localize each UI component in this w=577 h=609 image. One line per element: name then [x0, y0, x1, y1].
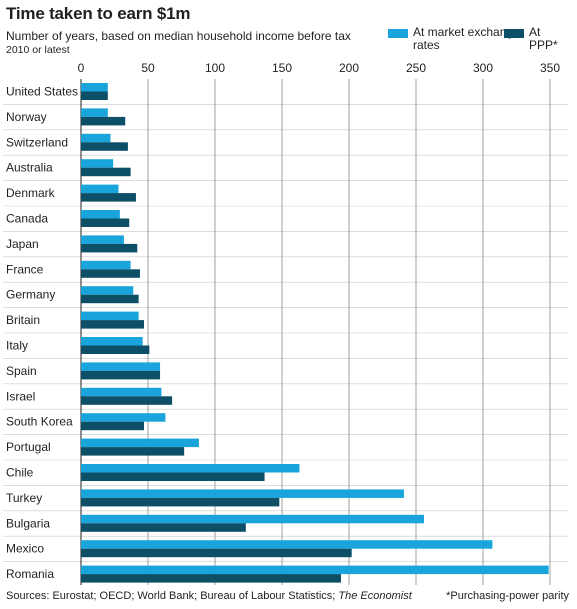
- category-label: Britain: [6, 313, 40, 327]
- category-label: Chile: [6, 466, 34, 480]
- category-label: Mexico: [6, 542, 44, 556]
- bar-market: [81, 311, 139, 321]
- chart-subtitle: Number of years, based on median househo…: [6, 29, 351, 43]
- chart-title: Time taken to earn $1m: [6, 4, 191, 23]
- bar-ppp: [81, 472, 265, 481]
- x-tick-label: 250: [406, 61, 426, 75]
- category-label: Spain: [6, 364, 37, 378]
- chart-footer: Sources: Eurostat; OECD; World Bank; Bur…: [6, 590, 412, 602]
- legend-item-market: At market exchange rates: [388, 26, 523, 52]
- bar-ppp: [81, 447, 185, 456]
- bar-ppp: [81, 523, 246, 532]
- x-tick-label: 50: [141, 61, 155, 75]
- category-label: South Korea: [6, 415, 73, 429]
- chart-note: 2010 or latest: [6, 44, 70, 56]
- category-label: United States: [6, 85, 78, 99]
- x-tick-label: 350: [540, 61, 560, 75]
- bar-ppp: [81, 396, 173, 405]
- category-label: Israel: [6, 389, 35, 403]
- bar-ppp: [81, 320, 144, 329]
- bar-market: [81, 565, 549, 575]
- category-label: Bulgaria: [6, 516, 50, 530]
- legend-item-ppp: At PPP*: [504, 26, 571, 52]
- legend-swatch-market: [388, 29, 408, 38]
- publication-name: The Economist: [338, 590, 412, 602]
- category-label: Turkey: [6, 491, 42, 505]
- x-tick-label: 100: [205, 61, 225, 75]
- bar-ppp: [81, 370, 161, 380]
- bar-ppp: [81, 218, 130, 227]
- bar-market: [81, 540, 493, 549]
- bar-ppp: [81, 243, 138, 253]
- category-label: Japan: [6, 237, 39, 251]
- bar-ppp: [81, 345, 150, 354]
- bar-market: [81, 235, 124, 244]
- category-label: Denmark: [6, 186, 56, 200]
- bar-ppp: [81, 421, 144, 431]
- bar-ppp: [81, 574, 341, 583]
- bar-ppp: [81, 193, 136, 202]
- bar-market: [81, 286, 134, 295]
- bar-market: [81, 210, 120, 219]
- x-tick-label: 0: [78, 61, 85, 75]
- category-label: Portugal: [6, 440, 51, 454]
- bar-market: [81, 362, 161, 371]
- bar-ppp: [81, 91, 108, 100]
- bar-ppp: [81, 269, 140, 278]
- bar-ppp: [81, 294, 139, 304]
- bar-ppp: [81, 116, 126, 126]
- bar-market: [81, 337, 143, 346]
- category-label: Italy: [6, 339, 28, 353]
- bar-ppp: [81, 497, 280, 507]
- legend-swatch-ppp: [504, 29, 524, 38]
- legend-label-ppp: At PPP*: [529, 25, 558, 52]
- legend-label-market: At market exchange rates: [413, 25, 520, 52]
- category-label: France: [6, 262, 44, 276]
- ppp-footnote: *Purchasing-power parity: [446, 590, 569, 602]
- category-label: Germany: [6, 288, 55, 302]
- x-tick-label: 150: [272, 61, 292, 75]
- bar-market: [81, 489, 404, 498]
- bar-market: [81, 387, 162, 397]
- bar-market: [81, 514, 425, 524]
- x-tick-label: 300: [473, 61, 493, 75]
- category-label: Australia: [6, 161, 53, 175]
- bar-ppp: [81, 142, 128, 151]
- bar-market: [81, 108, 108, 117]
- bar-market: [81, 159, 114, 168]
- category-label: Canada: [6, 212, 48, 226]
- category-label: Romania: [6, 567, 54, 581]
- category-label: Norway: [6, 110, 47, 124]
- bar-market: [81, 83, 108, 92]
- bar-ppp: [81, 167, 131, 177]
- bar-market: [81, 464, 300, 473]
- bar-market: [81, 438, 199, 448]
- bar-market: [81, 413, 166, 422]
- bar-ppp: [81, 548, 352, 558]
- sources-text: Sources: Eurostat; OECD; World Bank; Bur…: [6, 590, 339, 602]
- category-label: Switzerland: [6, 135, 68, 149]
- bar-market: [81, 184, 119, 194]
- bar-market: [81, 133, 111, 143]
- bar-market: [81, 260, 131, 270]
- x-tick-label: 200: [339, 61, 359, 75]
